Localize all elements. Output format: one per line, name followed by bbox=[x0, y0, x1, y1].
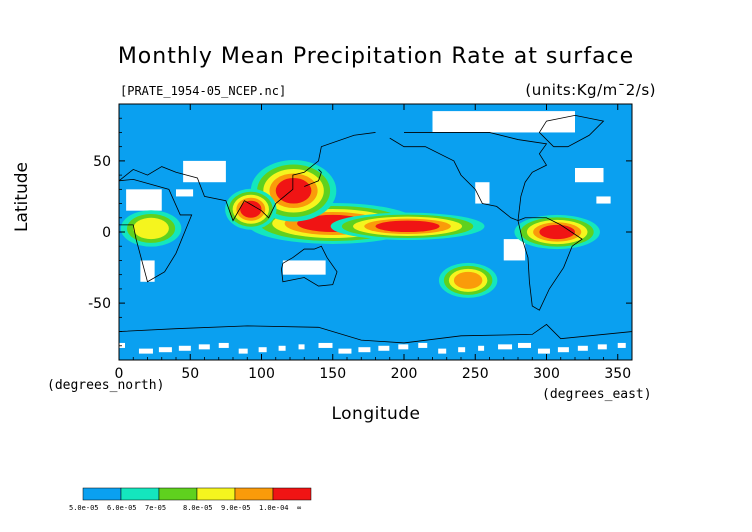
x-tick-label: 250 bbox=[462, 366, 489, 382]
colorbar-level-label: 6.0e-05 bbox=[107, 504, 137, 512]
x-tick-label: 100 bbox=[248, 366, 275, 382]
antarctic-dry-cell bbox=[338, 348, 352, 354]
antarctic-dry-cell bbox=[278, 345, 286, 351]
dry-area-1 bbox=[126, 189, 162, 211]
units-label: (units:Kg/m¯2/s) bbox=[525, 81, 656, 99]
colorbar-swatch-0 bbox=[82, 487, 122, 501]
dry-area-8 bbox=[596, 196, 611, 204]
antarctic-dry-cell bbox=[478, 345, 485, 351]
australia-coastline bbox=[281, 245, 338, 287]
colorbar bbox=[82, 487, 312, 501]
antarctic-dry-cell bbox=[298, 344, 305, 350]
antarctic-dry-cell bbox=[617, 342, 626, 348]
antarctic-dry-cell bbox=[238, 348, 248, 354]
antarctic-dry-cell bbox=[498, 344, 513, 350]
colorbar-swatch-1 bbox=[120, 487, 160, 501]
axes: 0 50 100 150 200 250 300 350 -50 0 50 bbox=[88, 104, 632, 382]
dry-area-6 bbox=[475, 182, 490, 204]
antarctic-dry-cell bbox=[198, 344, 210, 350]
antarctic-dry-cell bbox=[318, 342, 333, 348]
dry-area-5 bbox=[432, 111, 575, 133]
precip-region-3-level-5 bbox=[240, 200, 262, 218]
antarctic-dry-cell bbox=[138, 348, 153, 354]
antarctic-dry-cell bbox=[378, 345, 390, 351]
x-tick-label: 150 bbox=[319, 366, 346, 382]
north-america-coastline bbox=[389, 132, 548, 222]
colorbar-level-label: 7e-05 bbox=[145, 504, 167, 512]
precip-region-2-level-5 bbox=[275, 177, 312, 204]
dry-area-4 bbox=[503, 239, 526, 261]
chart-title: Monthly Mean Precipitation Rate at surfa… bbox=[117, 44, 635, 69]
y-tick-label: 50 bbox=[93, 154, 111, 170]
antarctic-dry-cell bbox=[577, 345, 588, 351]
antarctic-dry-cell bbox=[458, 347, 466, 353]
colorbar-swatch-3 bbox=[196, 487, 236, 501]
colorbar-level-label: 9.0e-05 bbox=[221, 504, 251, 512]
colorbar-swatch-4 bbox=[234, 487, 274, 501]
antarctic-dry-cell bbox=[358, 347, 371, 353]
greenland-coastline bbox=[538, 114, 605, 148]
dry-area-7 bbox=[575, 168, 604, 183]
y-tick-label: -50 bbox=[88, 296, 111, 312]
x-tick-label: 50 bbox=[181, 366, 199, 382]
antarctic-dry-cell bbox=[518, 342, 531, 348]
antarctic-dry-cell bbox=[557, 347, 569, 353]
precip-region-5-level-3 bbox=[133, 217, 169, 240]
antarctica-coastline bbox=[118, 323, 633, 344]
africa-coastline bbox=[118, 178, 193, 283]
colorbar-level-label: 5.0e-05 bbox=[69, 504, 99, 512]
x-tick-label: 350 bbox=[604, 366, 631, 382]
colorbar-level-label: 8.0e-05 bbox=[183, 504, 213, 512]
eurasia-coastline bbox=[118, 132, 376, 222]
colorbar-swatch-5 bbox=[272, 487, 312, 501]
y-axis-label: Latitude bbox=[12, 162, 32, 232]
antarctic-dry-cell bbox=[438, 348, 447, 354]
precip-region-4-level-5 bbox=[539, 224, 575, 240]
x-tick-label: 0 bbox=[115, 366, 124, 382]
dry-area-3 bbox=[282, 260, 326, 275]
x-tick-label: 200 bbox=[391, 366, 418, 382]
colorbar-level-label: ∞ bbox=[297, 504, 302, 512]
coastlines bbox=[118, 114, 633, 344]
antarctic-dry-cell bbox=[597, 344, 607, 350]
x-axis-units: (degrees_east) bbox=[542, 387, 652, 402]
antarctic-dry-cell bbox=[418, 342, 428, 348]
y-tick-label: 0 bbox=[102, 225, 111, 241]
chart-subtitle: [PRATE_1954-05_NCEP.nc] bbox=[120, 84, 287, 98]
precip-region-1-level-5 bbox=[375, 220, 440, 232]
x-axis-label: Longitude bbox=[331, 404, 421, 424]
colorbar-swatch-2 bbox=[158, 487, 198, 501]
antarctic-dry-cell bbox=[218, 342, 229, 348]
antarctic-dry-cell bbox=[158, 347, 172, 353]
precip-region-6-level-4 bbox=[453, 271, 483, 289]
precip-map bbox=[119, 104, 632, 360]
antarctic-dry-cell bbox=[537, 348, 550, 354]
dry-area-0 bbox=[183, 160, 226, 183]
dry-area-2 bbox=[140, 260, 155, 282]
dry-area-10 bbox=[176, 189, 194, 197]
y-axis-units: (degrees_north) bbox=[47, 378, 165, 393]
antarctic-dry-cell bbox=[178, 345, 191, 351]
south-america-coastline bbox=[517, 217, 583, 311]
colorbar-level-label: 1.0e-04 bbox=[259, 504, 289, 512]
japan-coastline bbox=[304, 169, 322, 187]
x-tick-label: 300 bbox=[533, 366, 560, 382]
antarctic-dry-cell bbox=[398, 344, 409, 350]
antarctic-dry-cell bbox=[258, 347, 267, 353]
